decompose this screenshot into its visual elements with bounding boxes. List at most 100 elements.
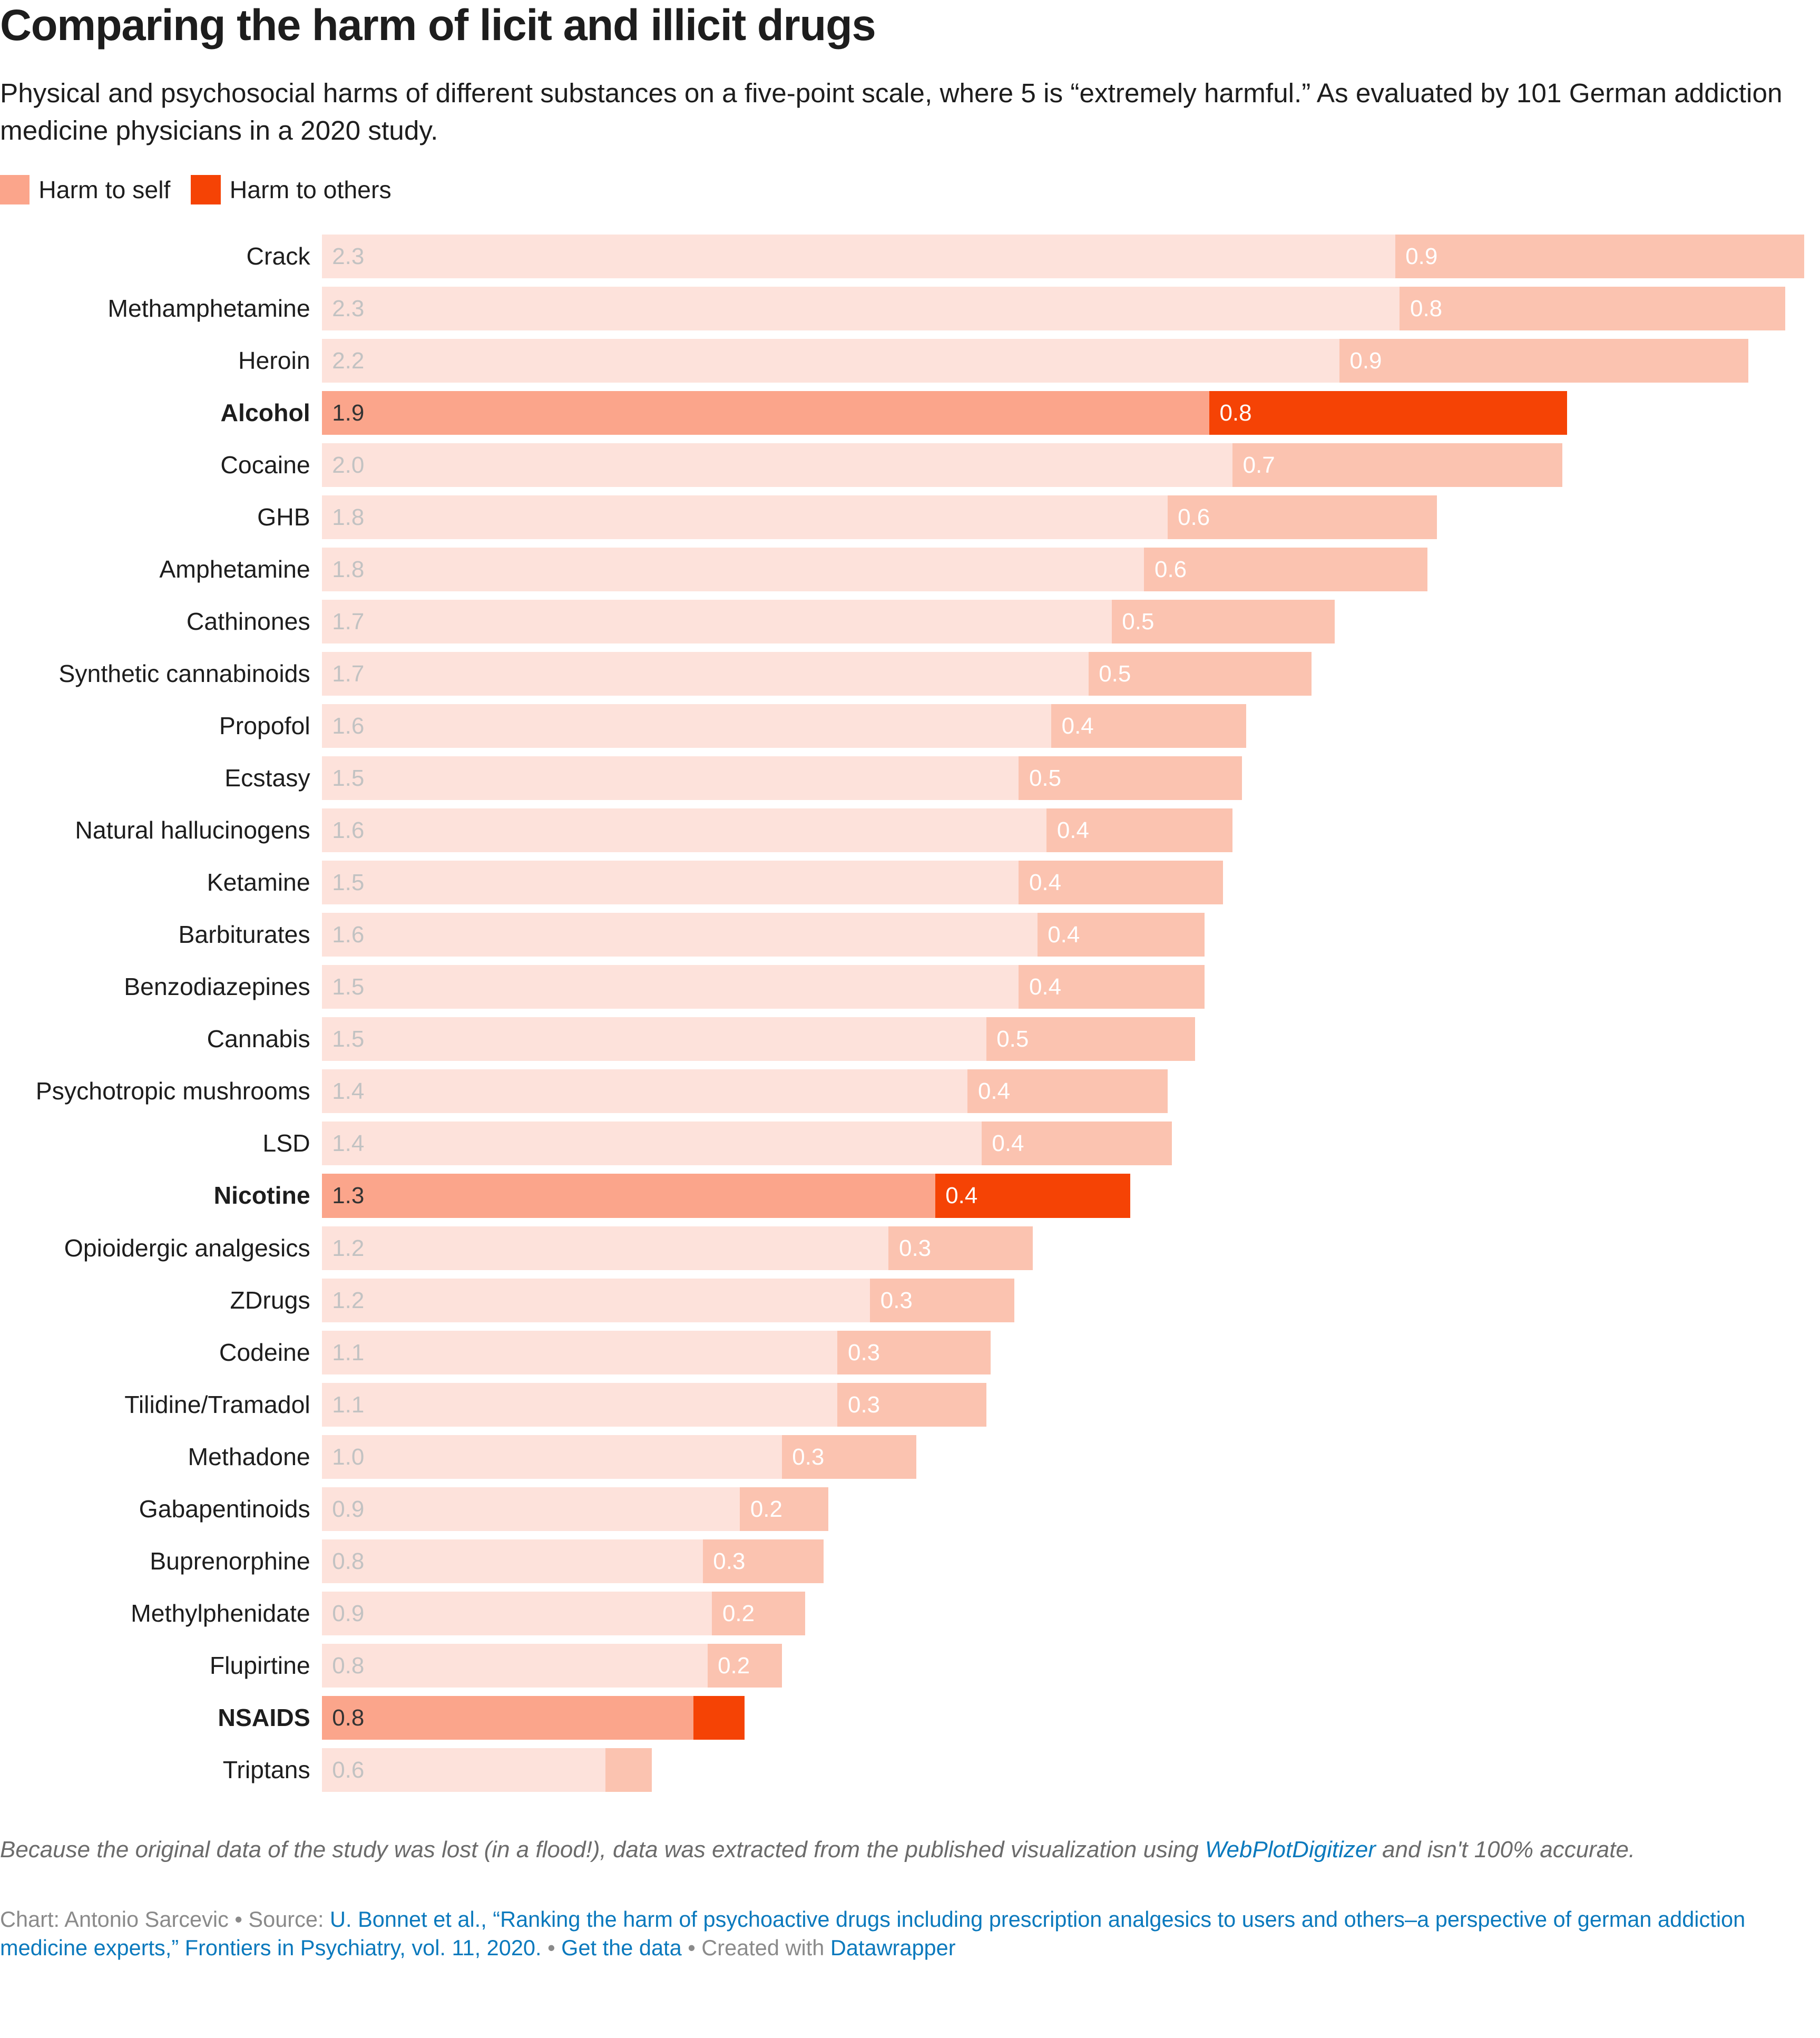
value-label-others: 0.9 — [1349, 347, 1382, 374]
bar-harm-to-others — [1037, 913, 1205, 957]
bar-harm-to-others — [702, 1539, 824, 1583]
bar-harm-to-self — [321, 338, 1339, 383]
bar-harm-to-others — [1088, 651, 1312, 696]
value-label-others: 0.4 — [1056, 817, 1089, 844]
value-label-self: 0.9 — [332, 1496, 365, 1522]
bar-harm-to-self — [321, 1748, 605, 1792]
value-label-self: 0.8 — [332, 1548, 365, 1574]
webplotdigitizer-link[interactable]: WebPlotDigitizer — [1205, 1836, 1376, 1863]
bar-harm-to-self — [321, 1330, 838, 1374]
value-label-others: 0.5 — [996, 1026, 1029, 1052]
value-label-others: 0.4 — [1029, 870, 1062, 896]
value-label-self: 0.8 — [332, 1652, 365, 1679]
value-label-others: 0.4 — [1048, 922, 1080, 948]
value-label-others: 0.4 — [992, 1130, 1024, 1157]
bar-harm-to-others — [1046, 808, 1233, 853]
bar-harm-to-self — [321, 861, 1019, 905]
row-label: ZDrugs — [230, 1286, 310, 1314]
row-label: Methylphenidate — [131, 1599, 310, 1627]
row-label: Amphetamine — [159, 555, 310, 583]
value-label-self: 1.8 — [332, 556, 365, 582]
bar-harm-to-others — [935, 1174, 1131, 1218]
value-label-self: 1.8 — [332, 504, 365, 530]
row-label: Codeine — [219, 1338, 310, 1366]
bar-harm-to-others — [1019, 756, 1242, 801]
bar-harm-to-others — [870, 1278, 1014, 1322]
value-label-self: 1.4 — [332, 1130, 365, 1157]
row-label: Flupirtine — [209, 1651, 310, 1679]
value-label-self: 1.5 — [332, 1026, 365, 1052]
bar-harm-to-others — [1144, 547, 1428, 591]
bar-harm-to-others — [986, 1017, 1196, 1061]
value-label-others: 0.3 — [792, 1444, 825, 1470]
bar-harm-to-others — [1019, 965, 1205, 1009]
row-label: Ecstasy — [224, 764, 310, 792]
row-label: Gabapentinoids — [139, 1495, 310, 1523]
value-label-self: 1.9 — [332, 399, 365, 426]
bar-harm-to-self — [321, 599, 1112, 643]
row-label: Cocaine — [220, 451, 310, 479]
legend: Harm to self Harm to others — [0, 175, 392, 205]
value-label-self: 1.4 — [332, 1078, 365, 1105]
bar-harm-to-self — [321, 547, 1144, 591]
bar-harm-to-others — [837, 1330, 991, 1374]
legend-label-others: Harm to others — [229, 176, 392, 204]
bar-harm-to-others — [605, 1748, 652, 1792]
bar-harm-to-others — [707, 1643, 782, 1688]
note-text-end: and isn't 100% accurate. — [1375, 1836, 1636, 1863]
bar-harm-to-self — [321, 1487, 740, 1531]
value-label-self: 2.2 — [332, 347, 365, 374]
legend-swatch-self — [0, 175, 30, 205]
value-label-self: 1.6 — [332, 817, 365, 844]
value-label-others: 0.5 — [1029, 765, 1062, 792]
value-label-self: 1.3 — [332, 1183, 365, 1209]
value-label-others: 0.5 — [1099, 660, 1131, 687]
footnote: Because the original data of the study w… — [0, 1835, 1725, 1866]
row-label: Methamphetamine — [107, 294, 310, 322]
row-label: Natural hallucinogens — [75, 816, 310, 844]
bar-harm-to-self — [321, 913, 1038, 957]
bar-harm-to-others — [1167, 495, 1437, 539]
value-label-others: 0.4 — [945, 1183, 978, 1209]
source-link[interactable]: U. Bonnet et al., “Ranking the harm of p… — [0, 1907, 1746, 1960]
value-label-self: 1.2 — [332, 1287, 365, 1313]
bar-harm-to-others — [693, 1696, 745, 1740]
row-label: Propofol — [219, 712, 310, 740]
row-label: Opioidergic analgesics — [64, 1234, 310, 1262]
value-label-self: 1.7 — [332, 660, 365, 687]
value-label-others: 0.3 — [899, 1235, 932, 1261]
row-label: Tilidine/Tramadol — [124, 1390, 310, 1418]
value-label-self: 2.0 — [332, 452, 365, 478]
row-label: Benzodiazepines — [124, 973, 310, 1001]
bar-harm-to-self — [321, 286, 1400, 330]
value-label-self: 1.5 — [332, 974, 365, 1000]
bar-harm-to-others — [837, 1382, 986, 1427]
row-label: Synthetic cannabinoids — [58, 659, 310, 687]
bar-harm-to-self — [321, 495, 1168, 539]
row-label: GHB — [257, 503, 310, 531]
value-label-others: 0.2 — [718, 1652, 750, 1679]
datawrapper-link[interactable]: Datawrapper — [830, 1935, 956, 1960]
value-label-others: 0.6 — [1154, 556, 1187, 582]
bar-harm-to-self — [321, 651, 1089, 696]
legend-label-self: Harm to self — [38, 176, 171, 204]
value-label-self: 0.6 — [332, 1757, 365, 1783]
bar-harm-to-others — [1339, 338, 1748, 383]
row-label: Methadone — [188, 1442, 310, 1470]
bar-harm-to-self — [321, 1278, 870, 1322]
chart-subtitle: Physical and psychosocial harms of diffe… — [0, 77, 1783, 145]
value-label-self: 1.5 — [332, 870, 365, 896]
row-label: Cannabis — [207, 1025, 310, 1053]
bar-harm-to-others — [1232, 443, 1563, 487]
row-label: Heroin — [238, 346, 310, 374]
value-label-others: 0.7 — [1242, 452, 1275, 478]
row-label: LSD — [262, 1129, 310, 1157]
value-label-others: 0.4 — [1029, 974, 1062, 1000]
bar-harm-to-others — [712, 1591, 805, 1635]
row-label: NSAIDS — [218, 1704, 310, 1731]
bar-harm-to-others — [1019, 861, 1224, 905]
get-data-link[interactable]: Get the data — [561, 1935, 682, 1960]
bar-harm-to-others — [967, 1069, 1168, 1114]
row-label: Crack — [246, 242, 310, 270]
